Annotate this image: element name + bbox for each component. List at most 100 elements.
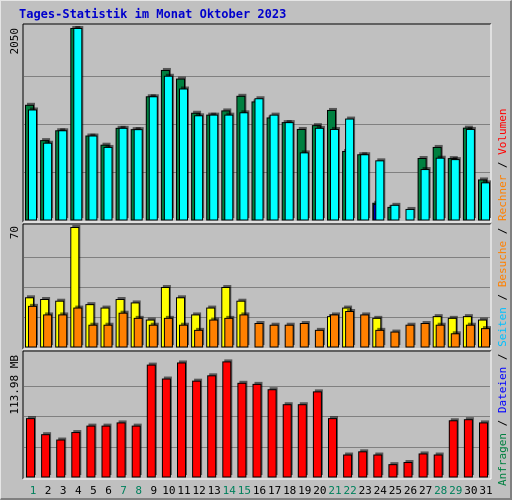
day-label-28: 28	[434, 484, 447, 497]
pages-bar-day-17	[269, 114, 279, 221]
volume-bar-day-17	[267, 389, 277, 478]
day-label-2: 2	[45, 484, 52, 497]
pages-bar-day-20	[314, 127, 324, 221]
legend-separator: /	[496, 413, 509, 433]
volume-bar-day-31	[479, 422, 488, 478]
sites-bar-day-22	[345, 311, 355, 348]
volume-bar-day-14	[222, 361, 232, 478]
volume-bar-day-10	[161, 378, 171, 478]
sites-bar-day-17	[269, 324, 279, 348]
day-label-26: 26	[404, 484, 417, 497]
day-label-17: 17	[268, 484, 281, 497]
day-label-31: 31	[479, 484, 492, 497]
sites-bar-day-23	[360, 314, 370, 348]
sites-bar-day-24	[375, 329, 385, 348]
volume-bar-day-9	[146, 364, 156, 478]
day-label-29: 29	[449, 484, 462, 497]
day-label-7: 7	[120, 484, 127, 497]
sites-bar-day-12	[194, 329, 204, 348]
side-legend: Anfragen / Dateien / Seiten / Besuche / …	[496, 108, 509, 486]
legend-separator: /	[496, 155, 509, 175]
day-label-5: 5	[90, 484, 97, 497]
sites-bar-day-16	[254, 323, 264, 348]
day-label-11: 11	[177, 484, 190, 497]
volume-bar-day-30	[463, 419, 473, 478]
volume-bar-day-16	[252, 383, 262, 478]
sites-bar-day-19	[299, 323, 309, 348]
volume-bar-day-26	[403, 462, 413, 478]
pages-bar-day-18	[284, 122, 294, 221]
sites-bar-day-11	[179, 324, 188, 348]
sites-bar-day-27	[420, 323, 430, 348]
pages-bar-day-2	[43, 142, 53, 221]
pages-bar-day-3	[58, 130, 68, 221]
day-label-25: 25	[389, 484, 402, 497]
volume-bar-day-23	[358, 451, 368, 478]
panel-3-scale-label: 113.98 MB	[8, 355, 21, 415]
day-label-19: 19	[298, 484, 311, 497]
pages-bar-day-11	[179, 88, 188, 221]
sites-bar-day-20	[314, 329, 324, 348]
volume-bar-day-25	[388, 464, 398, 478]
pages-bar-day-10	[163, 75, 173, 221]
chart-title: Tages-Statistik im Monat Oktober 2023	[19, 7, 287, 21]
sites-bar-day-4	[73, 307, 83, 348]
volume-bar-day-21	[328, 418, 337, 478]
sites-bar-day-1	[28, 305, 37, 348]
legend-seiten: Seiten	[496, 307, 509, 347]
volume-bar-day-13	[207, 375, 217, 478]
day-label-9: 9	[150, 484, 157, 497]
pages-bar-day-13	[209, 114, 219, 221]
volume-bar-day-22	[343, 454, 353, 478]
day-label-3: 3	[60, 484, 67, 497]
legend-separator: /	[496, 347, 509, 367]
day-label-16: 16	[253, 484, 266, 497]
sites-bar-day-18	[284, 324, 294, 348]
legend-rechner: Rechner	[496, 174, 509, 221]
pages-bar-day-4	[73, 28, 83, 221]
day-label-27: 27	[419, 484, 432, 497]
day-label-6: 6	[105, 484, 112, 497]
day-label-20: 20	[313, 484, 326, 497]
volume-bar-day-7	[116, 422, 126, 478]
pages-bar-day-12	[194, 115, 204, 221]
day-label-30: 30	[464, 484, 477, 497]
volume-bar-day-18	[282, 404, 292, 478]
day-label-23: 23	[359, 484, 372, 497]
sites-bar-day-31	[481, 328, 490, 348]
pages-bar-day-1	[28, 109, 37, 221]
sites-bar-day-26	[405, 324, 415, 348]
pages-bar-day-14	[224, 114, 234, 221]
volume-bar-day-2	[41, 434, 51, 478]
pages-bar-day-6	[103, 146, 113, 221]
volume-bar-day-6	[101, 425, 111, 478]
volume-bar-day-28	[433, 454, 443, 478]
sites-bar-day-28	[435, 324, 445, 348]
volume-bar-day-4	[71, 432, 81, 478]
sites-bar-day-29	[450, 333, 460, 348]
day-label-22: 22	[343, 484, 356, 497]
volume-bar-day-19	[297, 404, 307, 478]
pages-bar-day-26	[405, 208, 415, 221]
pages-bar-day-28	[435, 157, 445, 221]
legend-separator: /	[496, 287, 509, 307]
sites-bar-day-25	[390, 331, 400, 348]
volume-bar-day-29	[448, 420, 458, 478]
volume-bar-day-24	[373, 454, 383, 478]
pages-bar-day-24	[375, 160, 385, 221]
legend-separator: /	[496, 221, 509, 241]
pages-bar-day-16	[254, 98, 264, 221]
pages-bar-day-31	[481, 182, 490, 221]
day-label-13: 13	[208, 484, 221, 497]
sites-bar-day-14	[224, 317, 234, 348]
sites-bar-day-6	[103, 324, 113, 348]
day-label-24: 24	[374, 484, 388, 497]
volume-bar-day-20	[312, 391, 322, 478]
pages-bar-day-30	[465, 128, 475, 221]
volume-bar-day-5	[86, 425, 96, 478]
day-label-4: 4	[75, 484, 82, 497]
sites-bar-day-30	[465, 324, 475, 348]
pages-bar-day-29	[450, 159, 460, 221]
panel-1-scale-label: 2050	[8, 28, 21, 55]
